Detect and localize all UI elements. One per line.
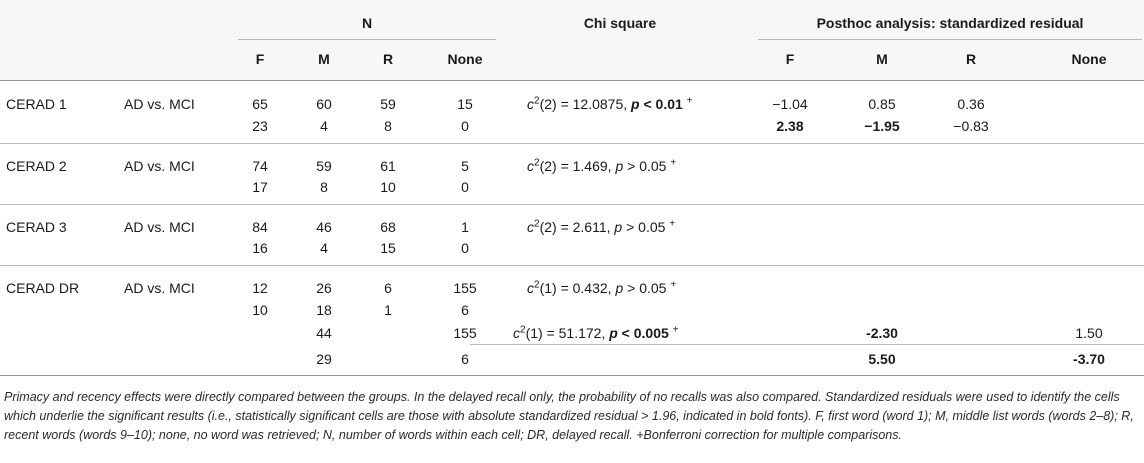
header-chi-square: Chi square [583,15,657,31]
header-posthoc-none: None [1071,51,1107,67]
n-f-value: 12 [252,280,268,296]
row-comparison: AD vs. MCI [124,219,195,235]
posthoc-m-value: -2.30 [866,325,898,341]
posthoc-r-value: 0.36 [957,96,985,112]
n-m-value: 4 [320,118,328,134]
chi-square-stat: c2(2) = 1.469, p > 0.05 + [527,157,677,174]
n-m-value: 18 [316,302,332,318]
chi-square-stat: c2(2) = 12.0875, p < 0.01 + [527,95,693,112]
n-r-value: 15 [380,240,396,256]
n-r-value: 10 [380,179,396,195]
row-label-cerad-1: CERAD 1 [6,96,67,112]
row-label-cerad-3: CERAD 3 [6,219,67,235]
posthoc-none-value: 1.50 [1075,325,1103,341]
n-m-value: 46 [316,219,332,235]
n-none-value: 6 [461,351,469,367]
row-comparison: AD vs. MCI [124,158,195,174]
posthoc-m-value: 5.50 [868,351,896,367]
n-f-value: 84 [252,219,268,235]
n-f-value: 65 [252,96,268,112]
n-f-value: 23 [252,118,268,134]
row-label-cerad-dr: CERAD DR [6,280,80,296]
header-n-none: None [447,51,483,67]
n-r-value: 68 [380,219,396,235]
n-none-value: 0 [461,240,469,256]
header-bottom-rule [0,80,1144,81]
n-none-value: 6 [461,302,469,318]
n-none-value: 1 [461,219,469,235]
header-n-r: R [382,51,394,67]
row-comparison: AD vs. MCI [124,280,195,296]
table-footnote: Primacy and recency effects were directl… [4,390,1134,442]
n-r-value: 59 [380,96,396,112]
row-divider [470,344,1144,345]
n-f-value: 17 [252,179,268,195]
n-none-value: 15 [457,96,473,112]
row-divider [0,204,1144,205]
row-comparison: AD vs. MCI [124,96,195,112]
posthoc-f-value: −1.04 [772,96,808,112]
posthoc-f-value: 2.38 [776,118,804,134]
n-m-value: 29 [316,351,332,367]
header-posthoc-group: Posthoc analysis: standardized residual [816,15,1084,31]
row-label-cerad-2: CERAD 2 [6,158,67,174]
n-m-value: 44 [316,325,332,341]
header-posthoc-f: F [785,51,795,67]
row-divider [0,143,1144,144]
header-posthoc-r: R [965,51,977,67]
n-m-value: 4 [320,240,328,256]
chi-square-stat: c2(1) = 0.432, p > 0.05 + [527,279,677,296]
n-r-value: 61 [380,158,396,174]
n-m-value: 60 [316,96,332,112]
n-m-value: 59 [316,158,332,174]
n-none-value: 0 [461,118,469,134]
header-n-m: M [318,51,330,67]
header-n-f: F [255,51,265,67]
chi-square-stat: c2(1) = 51.172, p < 0.005 + [513,324,679,341]
header-n-underline [238,39,496,40]
posthoc-none-value: -3.70 [1073,351,1105,367]
header-posthoc-underline [758,39,1142,40]
n-none-value: 5 [461,158,469,174]
row-divider [0,265,1144,266]
table-header-band [0,0,1144,80]
n-f-value: 16 [252,240,268,256]
n-r-value: 1 [384,302,392,318]
header-posthoc-m: M [876,51,888,67]
n-f-value: 10 [252,302,268,318]
n-none-value: 0 [461,179,469,195]
n-f-value: 74 [252,158,268,174]
n-r-value: 6 [384,280,392,296]
posthoc-m-value: 0.85 [868,96,896,112]
table-bottom-rule [0,375,1144,376]
n-none-value: 155 [453,280,477,296]
posthoc-m-value: −1.95 [864,118,900,134]
n-m-value: 26 [316,280,332,296]
n-m-value: 8 [320,179,328,195]
n-r-value: 8 [384,118,392,134]
n-none-value: 155 [453,325,477,341]
posthoc-r-value: −0.83 [953,118,989,134]
chi-square-stat: c2(2) = 2.611, p > 0.05 + [527,218,676,235]
header-n-group: N [361,15,373,31]
